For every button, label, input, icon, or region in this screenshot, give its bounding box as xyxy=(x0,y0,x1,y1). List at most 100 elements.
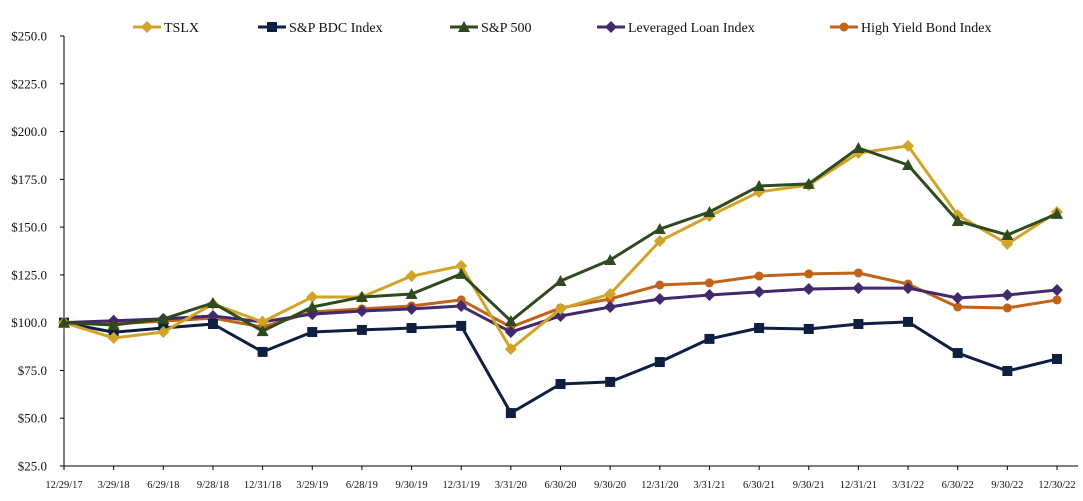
s-p-500-point xyxy=(554,275,567,287)
x-tick-label: 3/29/18 xyxy=(98,480,130,491)
legend-item-s-p-500: S&P 500 xyxy=(450,21,531,36)
x-tick-label: 9/30/19 xyxy=(396,480,428,491)
x-tick-label: 9/28/18 xyxy=(197,480,229,491)
x-tick-label: 9/30/21 xyxy=(793,480,825,491)
s-p-500-point xyxy=(703,206,716,218)
leveraged-loan-index-point xyxy=(455,300,468,313)
s-p-bdc-index-point xyxy=(803,323,814,334)
s-p-500-point xyxy=(1051,207,1063,219)
x-tick-label: 3/31/21 xyxy=(693,480,725,491)
x-tick-label: 12/31/19 xyxy=(443,480,480,491)
x-tick-label: 6/30/20 xyxy=(544,480,576,491)
tslx-point xyxy=(455,259,468,272)
high-yield-bond-index-point xyxy=(853,268,863,278)
y-tick-label: $75.0 xyxy=(18,363,47,378)
leveraged-loan-index-point xyxy=(653,292,666,305)
x-tick-label: 9/30/20 xyxy=(594,480,626,491)
x-tick-label: 12/31/21 xyxy=(840,480,877,491)
x-tick-label: 12/29/17 xyxy=(45,480,82,491)
high-yield-bond-index-point xyxy=(1052,295,1062,305)
s-p-bdc-index-point xyxy=(1052,353,1062,364)
s-p-500-point xyxy=(206,296,219,308)
leveraged-loan-index-point xyxy=(753,285,766,298)
s-p-bdc-index-point xyxy=(505,408,516,419)
s-p-bdc-index-point xyxy=(754,323,765,334)
s-p-500-point xyxy=(1001,228,1014,240)
x-tick-label: 6/30/21 xyxy=(743,480,775,491)
s-p-bdc-index-point xyxy=(654,357,665,368)
tslx-point xyxy=(405,270,418,283)
s-p-500-point xyxy=(753,180,766,192)
x-tick-label: 9/30/22 xyxy=(991,480,1023,491)
s-p-500-point xyxy=(405,288,418,299)
legend-label: Leveraged Loan Index xyxy=(628,21,755,36)
s-p-bdc-index-line xyxy=(63,320,1058,415)
tslx-point xyxy=(504,343,517,356)
y-tick-label: $250.0 xyxy=(11,29,47,44)
leveraged-loan-index-point xyxy=(355,305,368,318)
tslx-point xyxy=(902,139,915,152)
x-tick-label: 3/29/19 xyxy=(296,480,328,491)
s-p-500-point xyxy=(902,159,915,170)
high-yield-bond-index-point xyxy=(456,295,466,305)
high-yield-bond-index-point xyxy=(754,271,764,281)
leveraged-loan-index-point xyxy=(1051,283,1063,296)
s-p-bdc-index-point xyxy=(257,346,268,357)
y-tick-label: $175.0 xyxy=(11,172,47,187)
legend: TSLX S&P BDC Index S&P 500 Leveraged Loan I… xyxy=(133,21,992,36)
legend-label: S&P 500 xyxy=(481,21,531,36)
s-p-500-point xyxy=(306,300,319,312)
y-axis: $25.0 $50.0 $75.0 $100.0 $125.0 $150.0 $175.0 $… xyxy=(11,29,65,474)
tslx-point xyxy=(604,288,617,300)
legend-item-leveraged-loan-index: Leveraged Loan Index xyxy=(597,21,755,36)
s-p-bdc-index-point xyxy=(307,327,318,338)
legend-swatch-marker xyxy=(605,21,617,33)
s-p-500-point xyxy=(107,318,120,330)
s-p-500-point xyxy=(504,314,517,326)
s-p-500-series xyxy=(58,141,1063,337)
legend-swatch-marker xyxy=(839,22,849,32)
legend-label: TSLX xyxy=(164,21,199,36)
s-p-500-point xyxy=(455,267,468,279)
tslx-point xyxy=(256,315,269,328)
x-tick-label: 6/28/19 xyxy=(346,480,378,491)
leveraged-loan-index-point xyxy=(703,288,716,301)
legend-label: High Yield Bond Index xyxy=(861,21,992,36)
x-axis: 12/29/17 3/29/18 6/29/18 9/28/18 12/31/18 3/2… xyxy=(45,465,1078,491)
high-yield-bond-index-point xyxy=(704,278,714,288)
x-tick-label: 6/29/18 xyxy=(147,480,179,491)
legend-swatch-marker xyxy=(141,21,153,33)
x-tick-label: 3/31/20 xyxy=(495,480,527,491)
tslx-point xyxy=(653,235,666,248)
tslx-point xyxy=(1001,237,1014,250)
s-p-500-point xyxy=(256,325,269,337)
s-p-bdc-index-point xyxy=(704,333,715,344)
y-tick-label: $200.0 xyxy=(11,124,47,139)
y-tick-label: $100.0 xyxy=(11,315,47,330)
y-tick-label: $25.0 xyxy=(18,459,47,474)
tslx-point xyxy=(107,331,120,344)
s-p-bdc-index-point xyxy=(555,379,566,390)
x-tick-label: 12/30/22 xyxy=(1038,480,1075,491)
tslx-point xyxy=(554,302,567,315)
legend-label: S&P BDC Index xyxy=(289,21,383,36)
high-yield-bond-index-point xyxy=(953,302,963,312)
y-tick-label: $225.0 xyxy=(11,76,47,91)
s-p-bdc-index-point xyxy=(356,324,367,335)
s-p-500-point xyxy=(951,214,964,226)
s-p-bdc-index-point xyxy=(903,316,914,327)
leveraged-loan-index-point xyxy=(1001,288,1014,301)
s-p-500-point xyxy=(355,291,368,303)
legend-swatch-marker xyxy=(267,22,277,32)
x-tick-label: 3/31/22 xyxy=(892,480,924,491)
s-p-bdc-index-point xyxy=(605,376,616,387)
s-p-bdc-index-point xyxy=(207,319,218,330)
x-tick-label: 6/30/22 xyxy=(942,480,974,491)
leveraged-loan-index-point xyxy=(802,283,815,296)
y-tick-label: $150.0 xyxy=(11,220,47,235)
high-yield-bond-index-point xyxy=(1002,303,1012,313)
leveraged-loan-index-point xyxy=(604,300,617,313)
x-tick-label: 12/31/20 xyxy=(641,480,678,491)
legend-item-high-yield-bond-index: High Yield Bond Index xyxy=(830,21,992,36)
legend-swatch-marker xyxy=(458,21,470,32)
